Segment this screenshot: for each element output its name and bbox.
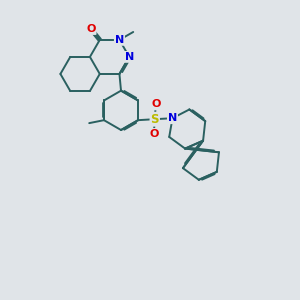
Text: O: O [149,129,158,139]
Text: N: N [168,113,177,123]
Text: N: N [115,35,124,45]
Text: O: O [151,99,160,110]
Text: S: S [151,113,159,126]
Text: O: O [86,24,96,34]
Text: N: N [124,52,134,62]
